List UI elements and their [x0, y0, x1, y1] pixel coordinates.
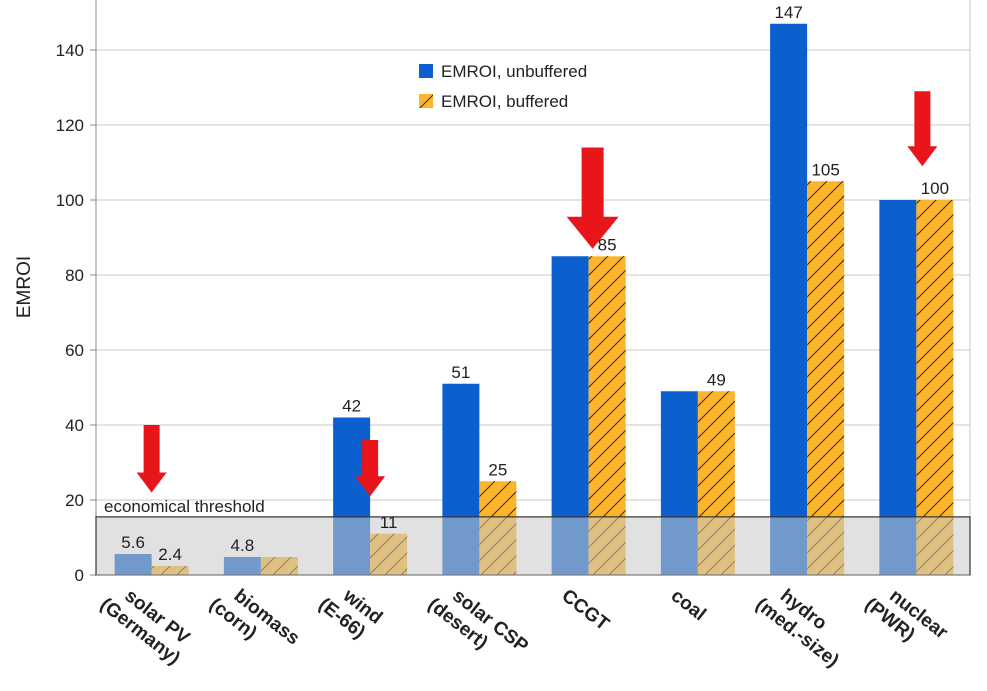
x-category-label: nuclear(PWR)	[861, 585, 952, 645]
y-tick-label: 140	[56, 41, 84, 60]
arrow-down-icon	[907, 91, 938, 167]
x-category-label: solar PV(Germany)	[96, 585, 194, 669]
data-label: 42	[342, 397, 361, 416]
arrow-down-icon	[355, 440, 386, 497]
data-label: 11	[380, 513, 398, 532]
bar-unbuffered	[879, 200, 917, 575]
y-tick-label: 60	[65, 341, 84, 360]
bar-hatch	[807, 181, 845, 575]
gridlines	[96, 0, 971, 576]
y-tick-label: 0	[75, 566, 84, 585]
x-category-label: solar CSP(desert)	[424, 585, 532, 657]
data-label: 100	[921, 179, 949, 198]
data-label: 2.4	[158, 545, 182, 564]
legend-label: EMROI, unbuffered	[441, 62, 587, 81]
data-label: 5.6	[121, 533, 145, 552]
data-label: 25	[488, 460, 507, 479]
x-axis: solar PV(Germany) biomass(corn) wind(E-66)…	[96, 574, 970, 672]
data-label: 105	[811, 160, 839, 179]
data-label: 49	[707, 370, 726, 389]
bar-hatch	[916, 200, 954, 575]
legend-swatch-hatch	[419, 94, 433, 108]
threshold-label: economical threshold	[104, 497, 265, 516]
data-labels: 5.6 2.4 4.8 42 11 51 25 85 49 147 105 100	[121, 3, 949, 564]
data-label: 51	[451, 363, 470, 382]
bar-unbuffered	[770, 23, 808, 575]
legend: EMROI, unbuffered EMROI, buffered	[419, 62, 587, 111]
arrows	[136, 91, 938, 497]
legend-swatch	[419, 64, 433, 78]
data-label: 85	[598, 235, 617, 254]
category-line-1: coal	[667, 585, 710, 625]
x-category-label: wind(E-66)	[314, 585, 386, 643]
legend-label: EMROI, buffered	[441, 92, 568, 111]
x-category-label: biomass(corn)	[205, 585, 303, 649]
y-tick-label: 20	[65, 491, 84, 510]
y-tick-label: 100	[56, 191, 84, 210]
category-line-1: CCGT	[558, 585, 614, 635]
x-category-label: CCGT	[558, 585, 614, 635]
data-label: 147	[774, 3, 802, 22]
y-tick-label: 40	[65, 416, 84, 435]
y-axis-label: EMROI	[14, 256, 35, 318]
arrow-down-icon	[136, 425, 167, 493]
arrow-down-icon	[566, 147, 619, 249]
x-category-label: hydro(med.-size)	[751, 585, 842, 671]
y-axis: 0 20 40 60 80 100 120 140	[56, 0, 97, 585]
y-tick-label: 80	[65, 266, 84, 285]
x-category-label: coal	[667, 585, 710, 625]
y-tick-label: 120	[56, 116, 84, 135]
threshold-band	[95, 516, 971, 576]
data-label: 4.8	[231, 536, 255, 555]
